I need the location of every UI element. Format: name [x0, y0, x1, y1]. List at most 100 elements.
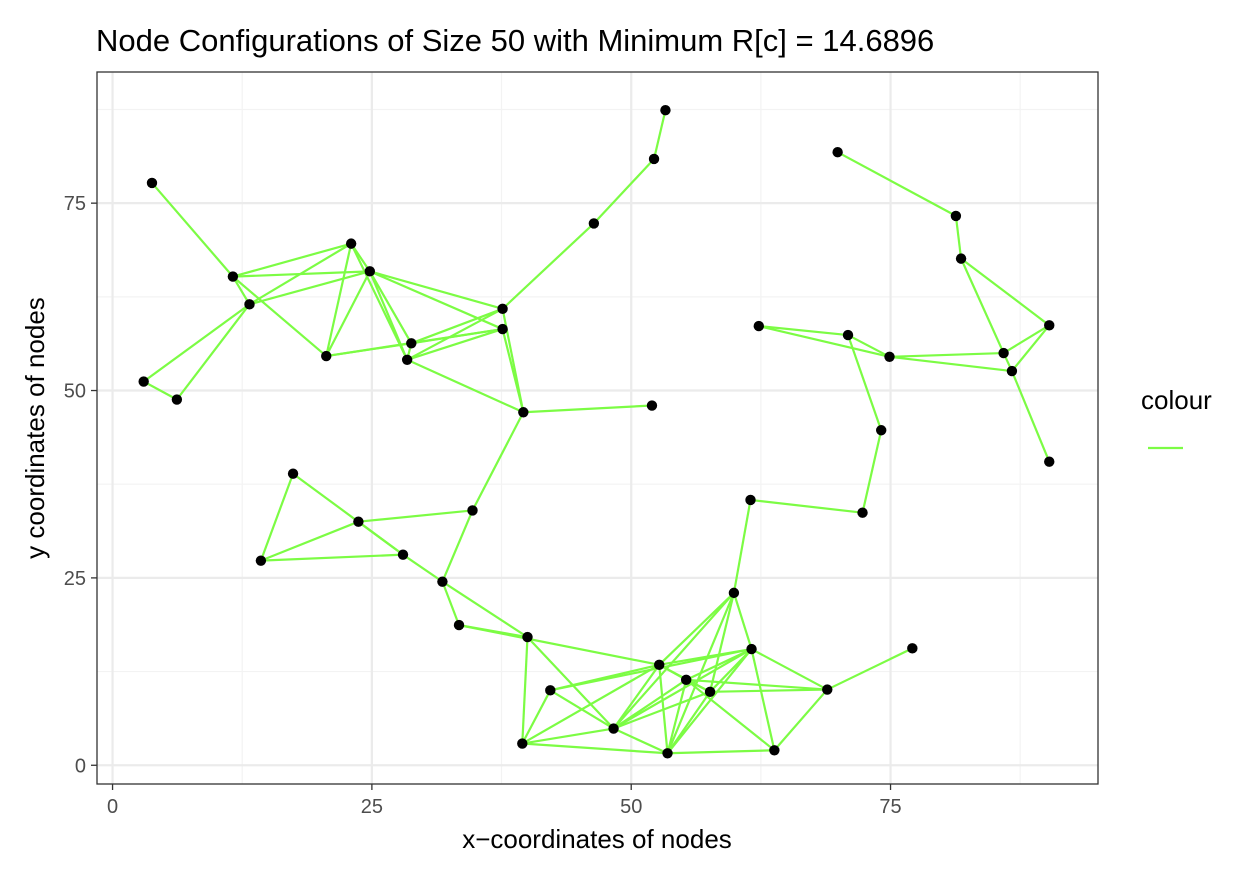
- nodes-layer: [138, 105, 1055, 759]
- node-point: [287, 468, 299, 479]
- x-tick-label: 75: [879, 796, 901, 818]
- node-point: [406, 338, 417, 349]
- node-point: [998, 347, 1009, 359]
- node-point: [453, 619, 465, 631]
- node-point: [227, 271, 239, 282]
- chart-title: Node Configurations of Size 50 with Mini…: [96, 23, 934, 58]
- y-tick-label: 0: [75, 755, 86, 777]
- node-point: [753, 320, 765, 332]
- node-point: [397, 549, 409, 560]
- node-point: [842, 329, 854, 341]
- node-point: [884, 351, 895, 362]
- edge: [751, 648, 828, 691]
- edge: [652, 109, 667, 160]
- edge: [960, 257, 1050, 327]
- node-point: [857, 507, 868, 518]
- edge: [411, 327, 503, 345]
- edge: [143, 380, 178, 401]
- edge: [501, 328, 525, 413]
- node-point: [364, 266, 376, 277]
- node-point: [704, 686, 716, 698]
- node-point: [545, 685, 556, 696]
- edge: [325, 243, 353, 357]
- node-point: [171, 394, 183, 405]
- edge: [685, 648, 753, 681]
- node-point: [746, 643, 757, 655]
- plot-panel: [96, 71, 1099, 785]
- edge: [1011, 324, 1051, 372]
- node-point: [497, 323, 508, 335]
- edge: [889, 351, 1004, 358]
- edge: [666, 679, 688, 754]
- x-tick-label: 50: [620, 796, 642, 818]
- edge: [143, 303, 251, 383]
- edge: [773, 688, 829, 751]
- edge: [750, 648, 776, 751]
- node-point: [955, 253, 967, 264]
- edges-layer: [143, 109, 1051, 755]
- edge: [837, 151, 957, 217]
- edge: [613, 648, 753, 730]
- node-point: [588, 218, 600, 229]
- edge: [732, 592, 753, 650]
- edge: [593, 158, 655, 225]
- edge: [889, 355, 1013, 373]
- node-point: [660, 105, 671, 116]
- node-point: [876, 425, 887, 436]
- y-axis-title: y coordinates of nodes: [20, 297, 50, 559]
- edge: [750, 498, 863, 514]
- edge: [732, 499, 752, 594]
- x-tick-label: 0: [107, 796, 118, 818]
- x-axis-title: x−coordinates of nodes: [462, 824, 732, 854]
- node-point: [244, 299, 255, 310]
- edge: [685, 678, 776, 752]
- edge: [175, 303, 251, 401]
- edge: [406, 307, 504, 361]
- x-tick-label: 25: [361, 796, 383, 818]
- node-point: [646, 400, 658, 411]
- edge: [526, 636, 615, 730]
- edge: [523, 404, 653, 414]
- edge: [521, 663, 660, 745]
- edge: [325, 270, 371, 357]
- node-point: [321, 350, 332, 362]
- y-tick-label: 25: [64, 568, 86, 590]
- edge: [846, 334, 883, 431]
- node-point: [138, 376, 149, 387]
- node-point: [728, 587, 740, 599]
- edge: [441, 581, 461, 626]
- edge: [659, 648, 752, 666]
- edge: [861, 430, 883, 513]
- edge: [658, 592, 735, 666]
- node-point: [745, 494, 756, 506]
- edge: [826, 647, 913, 691]
- node-point: [146, 177, 158, 189]
- edge: [667, 749, 775, 755]
- edge: [249, 270, 371, 306]
- edge: [758, 325, 890, 358]
- y-tick-label: 75: [64, 193, 86, 215]
- edge: [471, 411, 525, 511]
- major-gridlines: [97, 72, 1098, 784]
- edge: [357, 520, 404, 556]
- edge: [658, 664, 669, 754]
- edge: [1010, 370, 1051, 463]
- edge: [613, 690, 711, 730]
- edge: [441, 580, 529, 639]
- edge: [441, 510, 474, 583]
- node-point: [437, 576, 448, 587]
- edge: [710, 688, 828, 693]
- edge: [709, 648, 753, 693]
- node-point: [1044, 320, 1055, 331]
- panel-background: [97, 72, 1098, 784]
- edge: [402, 553, 444, 583]
- legend-title: colour: [1141, 385, 1212, 415]
- edge: [847, 334, 891, 358]
- edge: [686, 678, 828, 691]
- edge: [458, 624, 660, 666]
- y-tick-label: 50: [64, 381, 86, 403]
- node-point: [662, 748, 673, 759]
- edge: [151, 182, 234, 278]
- edge: [232, 275, 327, 357]
- panel-border: [96, 71, 1099, 785]
